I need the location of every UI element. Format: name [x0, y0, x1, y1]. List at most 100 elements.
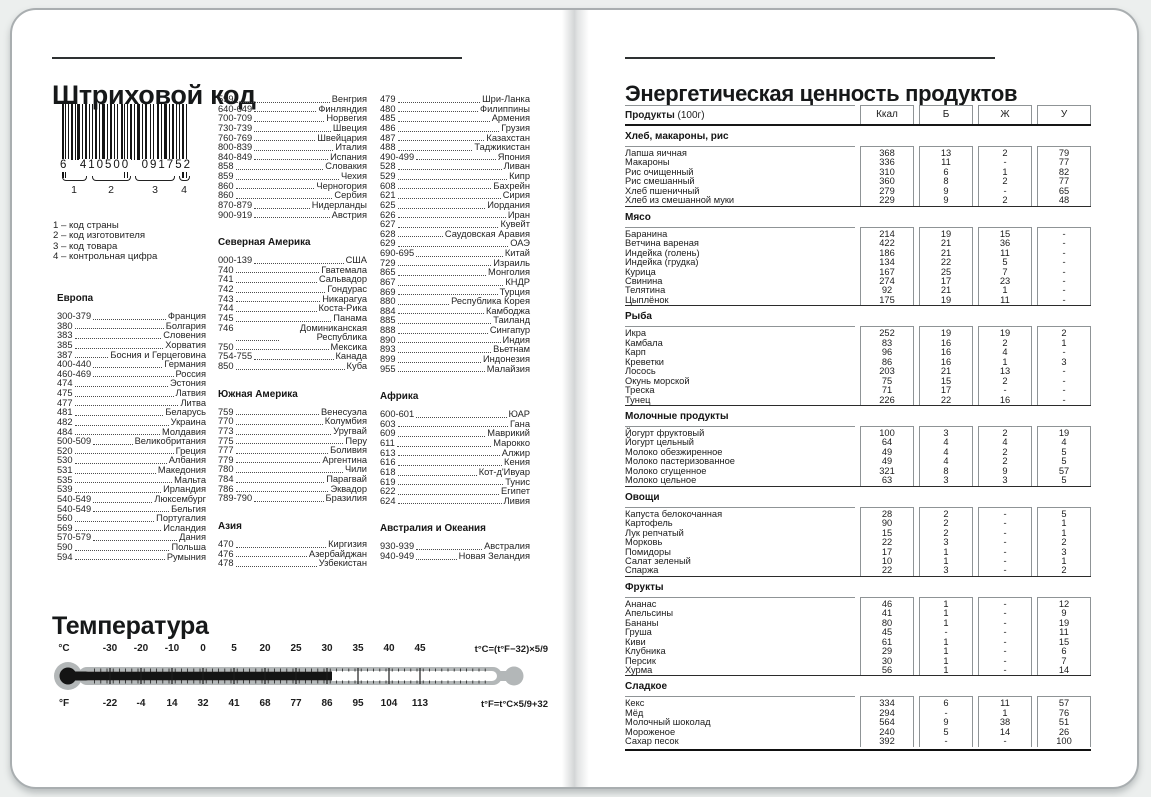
- product-value: -: [1003, 565, 1007, 576]
- food-section-rows: Капуста белокочанная Картофель Лук репчаты…: [625, 506, 1091, 576]
- barcode-group-brace: [92, 176, 131, 181]
- country-code-entry: 869 Турция: [380, 287, 530, 298]
- temperature-tick-label: 104: [380, 698, 398, 709]
- product-name: Йогурт цельный: [625, 437, 694, 448]
- country-code: 478: [218, 558, 234, 569]
- product-value: 360: [879, 176, 895, 187]
- food-section-heading: Рыба: [625, 305, 1091, 326]
- country-code-entry: 850 Куба: [218, 361, 367, 372]
- country-name: Австрия: [331, 209, 367, 220]
- temperature-tick-label: 68: [259, 698, 271, 709]
- product-value: -: [1003, 598, 1007, 609]
- country-name: Ливия: [503, 495, 530, 506]
- food-section-heading: Фрукты: [625, 575, 1091, 597]
- product-value: 2: [1002, 176, 1008, 187]
- barcode-group-brace: [179, 176, 190, 181]
- product-value: 16: [999, 394, 1011, 405]
- product-value: 49: [881, 456, 893, 467]
- product-value: 48: [1058, 195, 1070, 206]
- product-value: 9: [943, 717, 949, 728]
- food-section-rows: Ананас Апельсины Бананы Груша Киви Клубника Пе…: [625, 596, 1091, 676]
- product-name: Лосось: [625, 366, 656, 377]
- country-code: 609: [380, 428, 396, 439]
- country-code-entry: 300-379 Франция: [57, 311, 206, 322]
- dot-leader: [74, 549, 170, 551]
- country-code: 485: [380, 113, 396, 124]
- product-value: 7: [1002, 266, 1008, 277]
- dot-leader: [74, 453, 174, 455]
- temperature-tick-label: 45: [414, 643, 426, 654]
- product-value: 368: [879, 148, 895, 158]
- product-name: Груша: [625, 627, 652, 638]
- country-code-entry: 531 Македония: [57, 465, 206, 476]
- product-value: 22: [940, 257, 952, 268]
- dot-leader: [235, 320, 332, 322]
- country-code: 743: [218, 293, 234, 304]
- country-name: Киргизия: [328, 538, 367, 549]
- country-name: Чехия: [340, 171, 367, 181]
- product-name: Курица: [625, 266, 656, 277]
- country-code: 690-695: [380, 248, 415, 258]
- product-name: Персик: [625, 655, 656, 666]
- country-code-entry: 535 Мальта: [57, 474, 206, 486]
- book-spread: Штриховой код: [10, 8, 1139, 789]
- product-name: Апельсины: [625, 608, 674, 619]
- country-code-entry: 885 Таиланд: [380, 316, 530, 326]
- country-code: 540-549: [57, 493, 92, 504]
- country-name: Гватемала: [321, 264, 367, 275]
- table-bottom-rule: [625, 748, 1091, 751]
- dot-leader: [254, 359, 334, 360]
- country-name: Алжир: [501, 447, 530, 458]
- country-name: Новая Зеландия: [458, 551, 530, 561]
- country-code: 870-879: [218, 199, 253, 210]
- dot-leader: [235, 462, 321, 464]
- country-code-entry: 477 Литва: [57, 398, 206, 409]
- country-code-entry: 520 Греция: [57, 446, 206, 457]
- value-column: 12 9 19 11 15 6 7 14: [1037, 596, 1091, 676]
- product-value: 1: [1061, 337, 1067, 348]
- product-value: 1: [943, 617, 949, 628]
- dot-leader: [397, 207, 486, 209]
- temperature-title: Температура: [52, 612, 209, 640]
- country-code: 860: [218, 190, 234, 201]
- country-code-entry: 865 Монголия: [380, 268, 530, 278]
- product-value: 8: [943, 465, 949, 476]
- product-value: -: [1003, 527, 1007, 538]
- product-value: 2: [1061, 328, 1067, 339]
- product-name: Индейка (голень): [625, 247, 700, 258]
- product-value: 1: [1002, 356, 1008, 367]
- product-name-column: Капуста белокочанная Картофель Лук репчаты…: [625, 506, 855, 576]
- product-value: 12: [1058, 598, 1070, 609]
- temperature-tick-label: -30: [102, 643, 118, 654]
- dot-leader: [235, 443, 344, 445]
- temperature-tick-label: 14: [166, 698, 178, 709]
- country-code-entry: 479 Шри-Ланка: [380, 94, 530, 105]
- product-value: 80: [881, 617, 893, 628]
- country-codes-block: Африка 600-601 ЮАР 603 Гана 609 Маврикий 611 Мар…: [380, 391, 530, 506]
- country-name: Мальта: [174, 474, 206, 485]
- dot-leader: [235, 368, 345, 370]
- dot-leader: [235, 452, 329, 454]
- country-code: 858: [218, 161, 234, 172]
- country-name: Вьетнам: [493, 344, 530, 355]
- value-column: 100 64 49 49 321 63: [860, 425, 914, 486]
- product-value: 14: [1058, 665, 1070, 676]
- country-code: 628: [380, 228, 396, 239]
- country-code-entry: 870-879 Нидерланды: [218, 199, 367, 211]
- celsius-unit-label: °C: [58, 643, 70, 654]
- product-value: -: [1062, 394, 1066, 405]
- thermometer-graphic: [54, 662, 524, 690]
- country-name: Португалия: [156, 513, 206, 524]
- country-code-entry: 786 Эквадор: [218, 484, 367, 495]
- product-value: 28: [881, 508, 893, 519]
- country-code: 626: [380, 209, 396, 220]
- dot-leader: [416, 159, 496, 161]
- product-value: 90: [881, 518, 893, 529]
- product-value: 5: [943, 726, 949, 737]
- country-code-entry: 480 Филиппины: [380, 104, 530, 115]
- country-code-entry: 740 Гватемала: [218, 264, 367, 276]
- product-value: 2: [1002, 427, 1008, 438]
- country-code: 789-790: [218, 493, 253, 504]
- product-value: 51: [1058, 717, 1070, 728]
- product-value: 2: [943, 518, 949, 529]
